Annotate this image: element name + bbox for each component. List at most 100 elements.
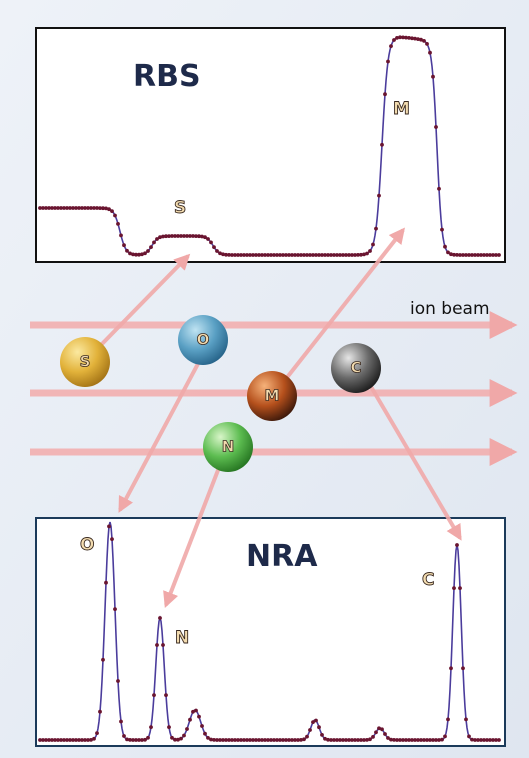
spectrum-dot: [119, 720, 123, 724]
spectrum-dot: [95, 731, 99, 735]
peak-label: N: [175, 628, 189, 648]
spectrum-dot: [380, 143, 384, 147]
spectrum-dot: [443, 735, 447, 739]
spectrum-dot: [122, 734, 126, 738]
spectrum-dot: [446, 718, 450, 722]
nra-title: NRA: [246, 539, 318, 574]
spectrum-dot: [383, 732, 387, 736]
spectrum-dot: [368, 737, 372, 741]
spectrum-dot: [497, 738, 501, 742]
peak-label: C: [422, 570, 434, 590]
spectrum-dot: [365, 252, 369, 256]
spectrum-dot: [182, 734, 186, 738]
spectrum-dot: [449, 666, 453, 670]
atom-label: M: [265, 387, 280, 405]
spectrum-dot: [149, 245, 153, 249]
spectrum-dot: [122, 243, 126, 247]
spectrum-dot: [101, 658, 105, 662]
spectrum-dot: [314, 719, 318, 723]
spectrum-dot: [443, 245, 447, 249]
spectrum-dot: [110, 537, 114, 541]
spectrum-dot: [113, 607, 117, 611]
spectrum-dot: [188, 718, 192, 722]
diagram: RBS S M NRA O N C ion beam S O M N C: [0, 0, 529, 758]
spectrum-dot: [380, 727, 384, 731]
spectrum-dot: [467, 735, 471, 739]
spectrum-dot: [440, 738, 444, 742]
spectrum-dot: [308, 728, 312, 732]
peak-label: S: [174, 198, 186, 218]
spectrum-dot: [146, 249, 150, 253]
spectrum-dot: [104, 581, 108, 585]
spectrum-dot: [371, 735, 375, 739]
spectrum-dot: [377, 194, 381, 198]
spectrum-dot: [125, 249, 129, 253]
atom-label: S: [80, 353, 91, 371]
spectrum-dot: [155, 643, 159, 647]
spectrum-dot: [383, 92, 387, 96]
spectrum-dot: [200, 724, 204, 728]
spectrum-dot: [179, 737, 183, 741]
spectrum-dot: [116, 679, 120, 683]
spectrum-dot: [98, 710, 102, 714]
atom: O: [178, 315, 228, 365]
spectrum-dot: [206, 237, 210, 241]
spectrum-dot: [167, 725, 171, 729]
beam-label: ion beam: [410, 299, 490, 319]
spectrum-dot: [149, 725, 153, 729]
rbs-title: RBS: [133, 59, 201, 94]
spectrum-dot: [158, 616, 162, 620]
spectrum-dot: [374, 227, 378, 231]
spectrum-dot: [437, 187, 441, 191]
spectrum-dot: [431, 75, 435, 79]
spectrum-dot: [116, 222, 120, 226]
spectrum-dot: [146, 736, 150, 740]
spectrum-dot: [185, 727, 189, 731]
spectrum-dot: [422, 39, 426, 43]
spectrum-dot: [302, 737, 306, 741]
rbs-panel: [36, 28, 505, 262]
spectrum-dot: [152, 693, 156, 697]
spectrum-dot: [203, 732, 207, 736]
spectrum-dot: [92, 737, 96, 741]
spectrum-dot: [386, 60, 390, 64]
spectrum-dot: [107, 525, 111, 529]
spectrum-dot: [119, 234, 123, 238]
atom: M: [247, 371, 297, 421]
spectrum-dot: [161, 643, 165, 647]
spectrum-dot: [374, 730, 378, 734]
spectrum-dot: [152, 241, 156, 245]
spectrum-dot: [464, 718, 468, 722]
spectrum-dot: [212, 245, 216, 249]
spectrum-dot: [497, 253, 501, 257]
atom: N: [203, 422, 253, 472]
spectrum-dot: [440, 228, 444, 232]
atom: S: [60, 337, 110, 387]
spectrum-dot: [368, 249, 372, 253]
spectrum-dot: [209, 241, 213, 245]
spectrum-dot: [452, 586, 456, 590]
spectrum-dot: [425, 42, 429, 46]
spectrum-dot: [317, 725, 321, 729]
spectrum-dot: [194, 709, 198, 713]
spectrum-dot: [434, 125, 438, 129]
spectrum-dot: [143, 251, 147, 255]
spectrum-dot: [110, 209, 114, 213]
spectrum-dot: [215, 249, 219, 253]
peak-label: O: [80, 535, 94, 555]
spectrum-dot: [458, 586, 462, 590]
spectrum-dot: [164, 693, 168, 697]
spectrum-dot: [428, 51, 432, 55]
atom-label: O: [197, 331, 210, 349]
spectrum-dot: [455, 543, 459, 547]
atom: C: [331, 343, 381, 393]
spectrum-dot: [113, 214, 117, 218]
atom-label: C: [350, 359, 361, 377]
spectrum-dot: [305, 735, 309, 739]
peak-label: M: [393, 99, 410, 119]
atom-label: N: [222, 438, 235, 456]
spectrum-dot: [320, 733, 324, 737]
spectrum-dot: [371, 243, 375, 247]
spectrum-dot: [197, 715, 201, 719]
spectrum-dot: [389, 44, 393, 48]
